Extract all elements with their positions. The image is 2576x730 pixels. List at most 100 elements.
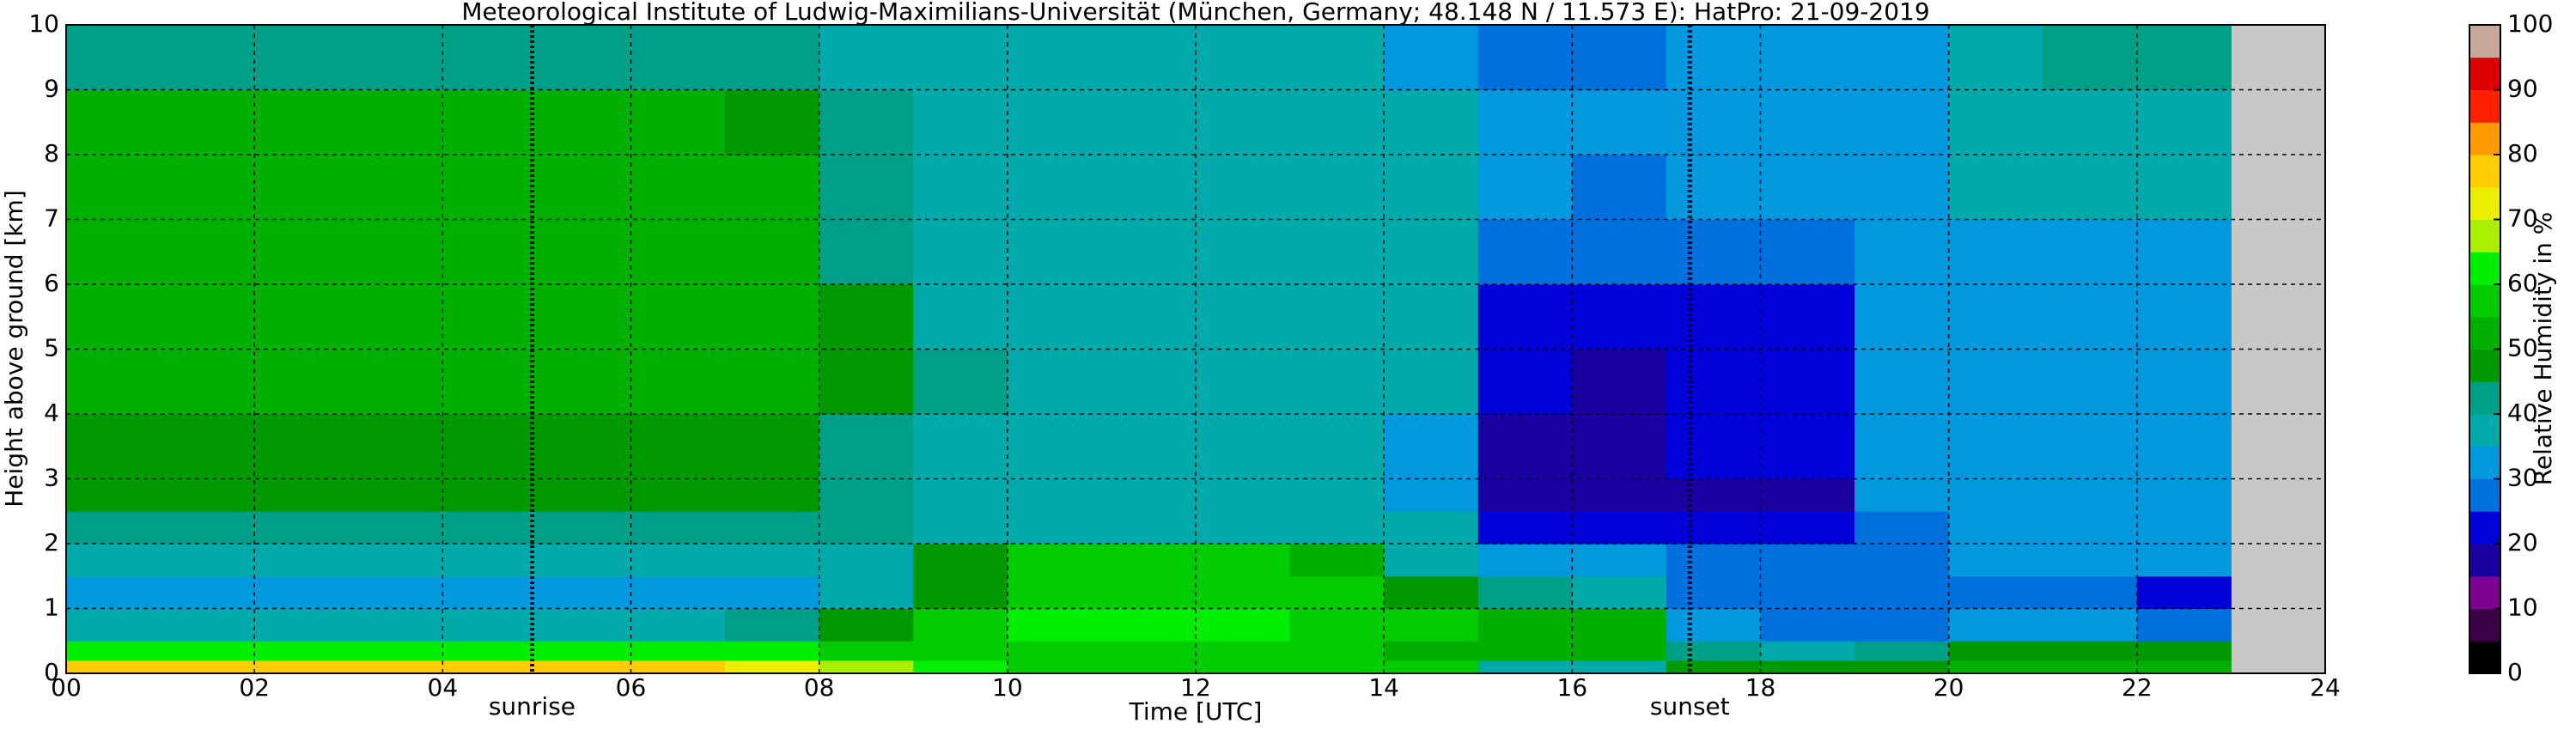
heatmap-cell [442, 641, 538, 661]
heatmap-cell [1101, 511, 1197, 544]
heatmap-cell [2043, 511, 2138, 544]
heatmap-cell [725, 478, 820, 512]
heatmap-cell [1101, 89, 1197, 155]
heatmap-cell [630, 641, 726, 661]
heatmap-cell [630, 544, 726, 577]
heatmap-cell [1948, 641, 2043, 661]
heatmap-cell [348, 511, 443, 544]
colorbar-label: Relative Humidity in % [2529, 212, 2557, 486]
heatmap-cell [1289, 608, 1385, 642]
x-tick-label: 24 [2310, 673, 2341, 702]
heatmap-cell [1760, 641, 1855, 661]
heatmap-cell [348, 155, 443, 220]
heatmap-cell [1477, 641, 1573, 661]
heatmap-cell [348, 349, 443, 415]
heatmap-cell [1572, 544, 1667, 577]
heatmap-cell [1948, 25, 2043, 90]
heatmap-cell [442, 511, 538, 544]
heatmap-cell [725, 89, 820, 155]
heatmap-cell [536, 544, 631, 577]
heatmap-cell [536, 641, 631, 661]
y-axis-label: Height above ground [km] [0, 190, 28, 508]
heatmap-cell [1666, 575, 1761, 609]
heatmap-cell [1572, 511, 1667, 544]
annotation-label: sunset [1650, 692, 1730, 721]
heatmap-cell [160, 155, 255, 220]
heatmap-cell [1854, 641, 1950, 661]
heatmap-cell [254, 544, 350, 577]
heatmap-cell [1289, 155, 1385, 220]
heatmap-cell [1101, 575, 1197, 609]
heatmap-cell [1101, 478, 1197, 512]
heatmap-cell [1101, 349, 1197, 415]
heatmap-cell [1101, 641, 1197, 661]
heatmap-cell [536, 414, 631, 479]
heatmap-cell [1101, 608, 1197, 642]
heatmap-cell [160, 544, 255, 577]
heatmap-cell [1666, 660, 1761, 674]
colorbar-segment [2469, 511, 2500, 544]
heatmap-cell [1289, 89, 1385, 155]
heatmap-cell [2136, 641, 2232, 661]
heatmap-cell [1666, 89, 1761, 155]
heatmap-cell [1572, 575, 1667, 609]
heatmap-cell [160, 25, 255, 90]
heatmap-cell [913, 660, 1008, 674]
heatmap-cell [160, 89, 255, 155]
heatmap-cell [2043, 219, 2138, 285]
x-tick-label: 20 [1934, 673, 1964, 702]
heatmap-cell [913, 349, 1008, 415]
heatmap-cell [1477, 284, 1573, 350]
heatmap-cell [254, 284, 350, 350]
colorbar-tick-label: 10 [2507, 593, 2538, 622]
y-tick-label: 9 [44, 75, 59, 103]
heatmap-cell [1196, 511, 1291, 544]
heatmap-cell [630, 511, 726, 544]
heatmap-cell [2136, 155, 2232, 220]
heatmap-cell [348, 478, 443, 512]
colorbar-segment [2469, 381, 2500, 415]
colorbar-tick-label: 50 [2507, 334, 2538, 362]
heatmap-cell [2043, 349, 2138, 415]
heatmap-cell [1760, 511, 1855, 544]
heatmap-cell [725, 349, 820, 415]
heatmap-cell [1384, 219, 1479, 285]
heatmap-cell [1477, 219, 1573, 285]
heatmap-cell [1854, 575, 1950, 609]
heatmap-cell [819, 641, 914, 661]
heatmap-cell [1666, 349, 1761, 415]
heatmap-cell [348, 284, 443, 350]
heatmap-cell [2043, 89, 2138, 155]
heatmap-cell [536, 155, 631, 220]
heatmap-cell [1196, 284, 1291, 350]
annotation-label: sunrise [489, 692, 575, 721]
heatmap-cell [819, 89, 914, 155]
heatmap-cell [725, 608, 820, 642]
heatmap-cell [66, 414, 161, 479]
heatmap-cell [1101, 155, 1197, 220]
heatmap-cell [725, 414, 820, 479]
x-tick-label: 02 [239, 673, 270, 702]
x-tick-label: 18 [1745, 673, 1776, 702]
heatmap-cell [254, 660, 350, 674]
heatmap-cell [2043, 284, 2138, 350]
heatmap-cell [1854, 478, 1950, 512]
colorbar-tick-label: 80 [2507, 139, 2538, 167]
heatmap-cell [1196, 660, 1291, 674]
heatmap-cell [1854, 608, 1950, 642]
heatmap-cell [1007, 641, 1102, 661]
heatmap-cell [1572, 155, 1667, 220]
heatmap-cell [1007, 349, 1102, 415]
colorbar-tick-label: 100 [2507, 9, 2553, 38]
heatmap-cell [725, 544, 820, 577]
heatmap-cell [348, 660, 443, 674]
heatmap-cell [1572, 89, 1667, 155]
colorbar-tick-label: 20 [2507, 528, 2538, 557]
x-tick-label: 04 [428, 673, 459, 702]
heatmap-cell [1289, 478, 1385, 512]
heatmap-cell [1289, 575, 1385, 609]
heatmap-cell [1007, 414, 1102, 479]
heatmap-cell [1007, 478, 1102, 512]
heatmap-cell [1007, 219, 1102, 285]
heatmap-cell [254, 349, 350, 415]
